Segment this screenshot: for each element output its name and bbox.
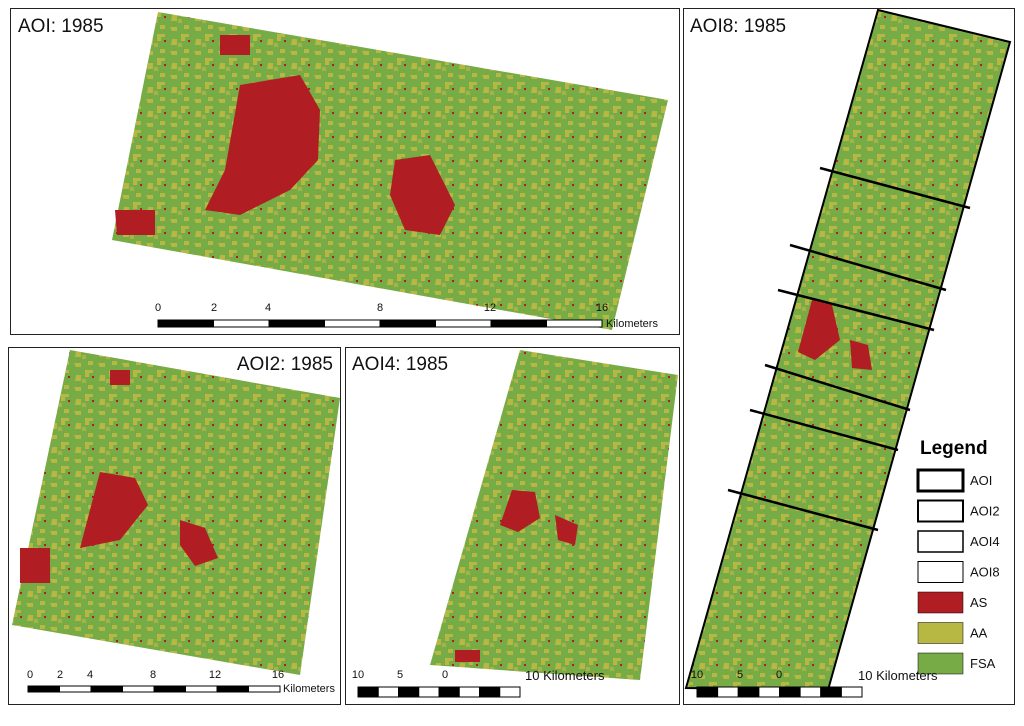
scale-segment (758, 686, 780, 698)
scale-segment (458, 686, 480, 698)
scale-segment (59, 685, 92, 693)
scale-label: 2 (57, 669, 63, 681)
scale-segment (379, 319, 436, 328)
as-patch (115, 35, 455, 235)
legend-label: AOI2 (970, 504, 1000, 519)
scale-segment (122, 685, 155, 693)
scale-unit: Kilometers (283, 683, 335, 695)
scale-label: 10 (352, 669, 364, 681)
scale-segment (820, 686, 842, 698)
legend-title: Legend (920, 438, 988, 459)
scale-segment (324, 319, 381, 328)
scale-segment (779, 686, 801, 698)
legend-swatch (917, 499, 964, 523)
legend-label: FSA (970, 656, 996, 671)
scale-segment (248, 685, 281, 693)
raster (12, 350, 340, 675)
aoi-boundaries (727, 166, 971, 532)
scale-segment (499, 686, 521, 698)
scale-unit: 10 Kilometers (858, 668, 938, 683)
scale-label: 8 (150, 669, 156, 681)
scale-label: 5 (397, 669, 403, 681)
legend-label: AOI8 (970, 565, 1000, 580)
scale-segment (216, 685, 249, 693)
panel: AOI2: 1985 (8, 347, 341, 705)
scale-label: 10 (691, 669, 703, 681)
legend-swatch (917, 622, 964, 644)
scale-label: 8 (377, 302, 383, 314)
scale-label: 0 (155, 302, 161, 314)
scale-segment (799, 686, 822, 698)
scale-segment (185, 685, 218, 693)
scale-label: 0 (27, 669, 33, 681)
scale-segment (213, 319, 270, 328)
as-patch (798, 300, 872, 370)
scale-segment (90, 685, 123, 693)
legend-label: AA (970, 626, 988, 641)
as-patch (455, 490, 578, 662)
scale-label: 4 (87, 669, 93, 681)
legend-label: AOI4 (970, 534, 1000, 549)
scale-label: 12 (484, 302, 496, 314)
scale-label: 0 (442, 669, 448, 681)
scale-segment (737, 686, 760, 698)
panel: AOI4: 1985 (345, 347, 680, 705)
legend-swatch (917, 652, 964, 675)
scale-label: 0 (776, 669, 782, 681)
scale-segment (153, 685, 186, 693)
scale-label: 5 (737, 669, 743, 681)
scale-segment (717, 686, 739, 698)
scale-segment (490, 319, 547, 328)
scale-label: 12 (209, 669, 221, 681)
panel: AOI8: 1985 Legend AOI AOI2 AOI4 AOI8 AS AA FSA (683, 8, 1015, 705)
scale-segment (357, 686, 379, 698)
legend-swatch (917, 591, 964, 614)
scale-segment (27, 685, 60, 693)
legend-swatch (917, 530, 964, 553)
scale-label: 4 (265, 302, 271, 314)
panel-title: AOI4: 1985 (352, 354, 448, 375)
scale-segment (418, 686, 440, 698)
scale-segment (479, 686, 501, 698)
as-patch (20, 370, 218, 583)
legend-label: AOI (970, 473, 992, 488)
scale-segment (157, 319, 214, 328)
scale-label: 2 (211, 302, 217, 314)
scale-label: 16 (272, 669, 284, 681)
scale-segment (546, 319, 603, 328)
scale-segment (398, 686, 420, 698)
scale-label: 16 (596, 302, 608, 314)
scale-segment (377, 686, 399, 698)
raster (430, 350, 678, 680)
scale-unit: Kilometers (606, 318, 658, 330)
panel-title: AOI8: 1985 (690, 16, 786, 37)
panel-title: AOI2: 1985 (237, 354, 333, 375)
panel: AOI: 1985 (10, 8, 680, 335)
scale-unit: 10 Kilometers (525, 668, 605, 683)
legend-label: AS (970, 595, 988, 610)
panel-title: AOI: 1985 (18, 16, 104, 37)
legend-swatch (916, 468, 965, 493)
legend-swatch (917, 561, 964, 583)
scale-segment (696, 686, 719, 698)
scale-segment (268, 319, 325, 328)
scale-segment (840, 686, 863, 698)
scale-segment (435, 319, 492, 328)
scale-segment (438, 686, 460, 698)
